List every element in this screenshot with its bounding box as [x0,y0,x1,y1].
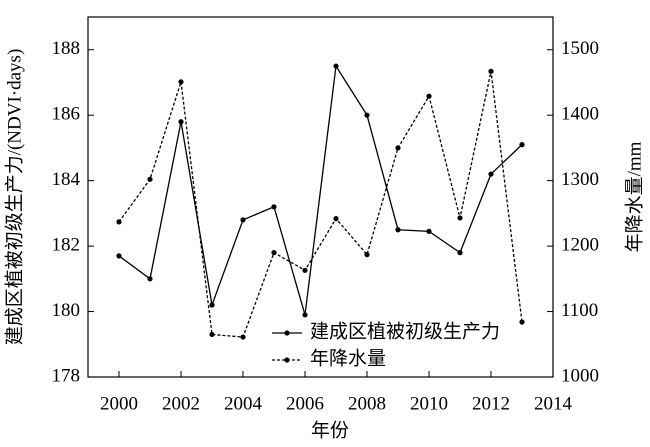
point [457,250,463,256]
point [240,334,246,340]
point [178,79,184,85]
point [364,112,370,118]
point [302,267,308,273]
y2-tick-label: 1400 [561,104,599,125]
point [209,331,215,338]
point [395,145,401,151]
point [488,171,494,177]
legend-label: 年降水量 [310,347,386,369]
y-tick-label: 182 [52,234,81,255]
x-tick-label: 2002 [162,393,200,414]
y2-tick-label: 1300 [561,169,599,190]
point [240,217,246,223]
y2-tick-label: 1200 [561,234,599,255]
point [147,176,153,182]
series-line [118,64,523,315]
legend-marker [284,330,290,336]
x-tick-label: 2014 [534,393,573,414]
y-tick-label: 188 [52,38,81,59]
x-tick-label: 2006 [286,393,324,414]
plot-frame [87,16,554,378]
point [116,253,122,259]
x-tick-label: 2000 [100,393,138,414]
series-line [118,71,523,338]
y-tick-label: 186 [52,104,81,125]
y-tick-label: 184 [52,169,81,190]
x-tick-label: 2012 [472,393,510,414]
point [302,312,308,318]
y-tick-label: 178 [52,365,81,386]
point [271,204,277,210]
x-tick-label: 2004 [224,393,263,414]
y-axis-label: 建成区植被初级生产力/(NDVI·days) [3,49,25,346]
point [178,119,184,125]
point [395,227,401,233]
x-axis-label: 年份 [311,419,349,441]
point [147,276,153,282]
point [426,93,432,99]
legend-marker [284,357,290,363]
y2-tick-label: 1100 [561,300,598,321]
point [333,216,339,222]
point [488,68,494,74]
x-tick-label: 2008 [348,393,386,414]
point [457,215,463,221]
y-tick-label: 180 [52,300,81,321]
point [519,319,525,325]
point [333,63,339,69]
point [519,142,525,148]
x-tick-label: 2010 [410,393,448,414]
point [116,219,122,225]
point [209,302,215,308]
point [271,250,277,256]
y2-tick-label: 1500 [561,38,599,59]
point [364,252,370,258]
y2-axis-label: 年降水量/mm [623,141,645,252]
point [426,228,432,234]
legend-label: 建成区植被初级生产力 [310,320,500,342]
y2-tick-label: 1000 [561,365,599,386]
